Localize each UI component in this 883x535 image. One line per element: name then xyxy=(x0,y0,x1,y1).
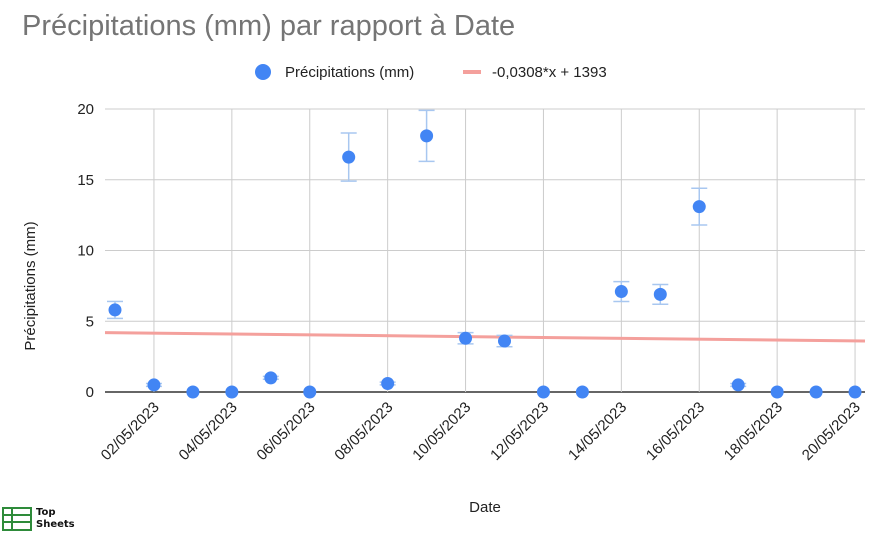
logo-line-top: Top xyxy=(36,507,56,518)
data-point[interactable] xyxy=(498,334,511,348)
data-point[interactable] xyxy=(614,285,628,299)
y-tick-label: 5 xyxy=(86,313,94,330)
data-point[interactable] xyxy=(731,378,745,392)
legend-label-trendline: -0,0308*x + 1393 xyxy=(492,64,607,81)
data-point[interactable] xyxy=(303,385,317,399)
data-point[interactable] xyxy=(848,385,862,399)
spreadsheet-logo-icon xyxy=(2,507,32,531)
x-tick-label: 02/05/2023 xyxy=(98,399,163,464)
logo: Top Sheets xyxy=(2,507,75,531)
y-axis-label: Précipitations (mm) xyxy=(22,221,39,350)
y-tick-label: 15 xyxy=(77,172,94,189)
x-tick-label: 16/05/2023 xyxy=(643,399,708,464)
legend-label-precipitations: Précipitations (mm) xyxy=(285,64,414,81)
logo-line-sheets: Sheets xyxy=(36,519,75,530)
trendline xyxy=(104,331,866,343)
y-tick-labels: 0 5 10 15 20 xyxy=(77,101,94,401)
x-tick-label: 06/05/2023 xyxy=(253,399,318,464)
legend-marker-precipitations xyxy=(255,64,271,80)
data-point[interactable] xyxy=(225,385,239,399)
x-tick-label: 08/05/2023 xyxy=(331,399,396,464)
data-point[interactable] xyxy=(147,378,161,392)
x-tick-labels: 02/05/2023 04/05/2023 06/05/2023 08/05/2023… xyxy=(98,399,864,464)
y-tick-label: 20 xyxy=(77,101,94,118)
error-bars xyxy=(107,109,747,388)
y-tick-label: 0 xyxy=(86,384,94,401)
x-axis-label: Date xyxy=(469,499,501,516)
x-tick-label: 04/05/2023 xyxy=(176,399,241,464)
x-tick-label: 10/05/2023 xyxy=(409,399,474,464)
data-point[interactable] xyxy=(108,303,122,317)
data-point[interactable] xyxy=(264,371,278,385)
x-tick-label: 18/05/2023 xyxy=(721,399,786,464)
legend-marker-trendline xyxy=(463,70,481,74)
grid-lines xyxy=(105,108,865,393)
data-point[interactable] xyxy=(459,331,473,345)
x-tick-label: 20/05/2023 xyxy=(799,399,864,464)
data-point[interactable] xyxy=(342,150,356,164)
x-tick-label: 14/05/2023 xyxy=(565,399,630,464)
data-point[interactable] xyxy=(770,385,784,399)
y-tick-label: 10 xyxy=(77,243,94,260)
data-point[interactable] xyxy=(575,385,589,399)
x-tick-label: 12/05/2023 xyxy=(487,399,552,464)
data-points xyxy=(108,129,862,399)
chart-title: Précipitations (mm) par rapport à Date xyxy=(22,10,516,42)
legend[interactable]: Précipitations (mm) -0,0308*x + 1393 xyxy=(255,64,607,81)
data-point[interactable] xyxy=(653,287,667,301)
trendline-layer xyxy=(104,331,866,343)
data-point[interactable] xyxy=(536,385,550,399)
data-point[interactable] xyxy=(381,377,395,391)
data-point[interactable] xyxy=(186,385,200,399)
data-point[interactable] xyxy=(692,200,706,214)
data-point[interactable] xyxy=(420,129,434,143)
data-point[interactable] xyxy=(809,385,823,399)
